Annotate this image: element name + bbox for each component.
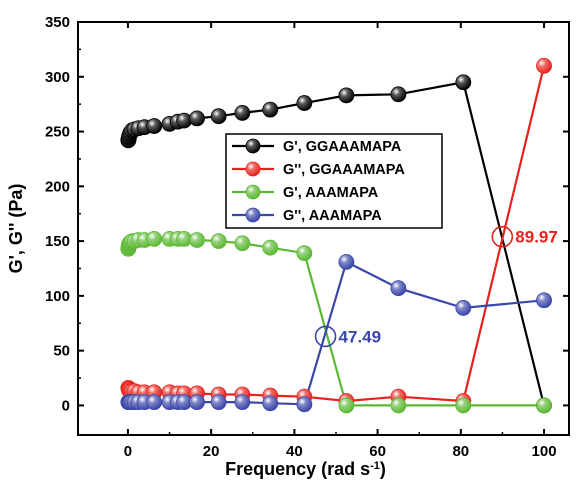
x-tick-label: 40 <box>286 443 303 460</box>
plot-frame <box>77 21 570 436</box>
x-axis-label: Frequency (rad s-1) <box>225 459 386 479</box>
data-point <box>210 108 227 125</box>
legend-label: G', GGAAAMAPA <box>283 139 402 155</box>
plot-border <box>77 21 570 436</box>
data-point <box>234 235 251 252</box>
crossover-circle <box>314 325 337 348</box>
data-point <box>210 233 227 249</box>
data-point <box>296 95 313 111</box>
data-point <box>176 112 193 129</box>
data-point <box>189 394 205 411</box>
data-point <box>210 394 227 411</box>
data-point <box>536 292 552 309</box>
y-axis-label: G', G'' (Pa) <box>6 184 26 274</box>
crossover-label: 47.49 <box>339 327 382 346</box>
legend-marker <box>245 184 261 200</box>
y-tick-label: 150 <box>45 233 70 250</box>
series-points <box>120 57 552 414</box>
data-point <box>536 57 552 74</box>
data-point <box>338 254 355 270</box>
crossover-circle <box>491 225 514 248</box>
annotations: 47.49 89.97 <box>314 225 558 348</box>
y-tick-label: 200 <box>45 178 70 195</box>
data-point <box>455 300 472 316</box>
legend-marker <box>245 138 261 154</box>
series-line <box>128 260 545 406</box>
x-tick-label: 20 <box>203 443 220 460</box>
y-tick-label: 0 <box>62 397 70 414</box>
y-tick-label: 350 <box>45 14 70 31</box>
data-point <box>262 101 279 118</box>
y-tick-label: 100 <box>45 288 70 305</box>
data-point <box>296 245 313 262</box>
legend-label: G', AAAMAPA <box>283 185 379 201</box>
axis-labels: Frequency (rad s-1) G', G'' (Pa) <box>6 184 386 479</box>
legend-label: G'', GGAAAMAPA <box>283 162 405 178</box>
data-point <box>234 394 251 411</box>
y-tick-label: 250 <box>45 124 70 141</box>
data-point <box>146 394 163 411</box>
data-point <box>338 397 355 414</box>
data-point <box>536 397 552 414</box>
data-point <box>390 86 407 103</box>
data-point <box>262 239 279 256</box>
x-tick-label: 100 <box>532 443 557 460</box>
y-tick-label: 50 <box>53 343 70 360</box>
data-point <box>189 232 205 248</box>
data-point <box>390 397 407 414</box>
data-point <box>262 395 279 412</box>
legend: G', GGAAAMAPA G'', GGAAAMAPA G', AAAMAPA G'… <box>225 133 443 229</box>
legend-box <box>225 133 443 229</box>
data-point <box>146 118 163 134</box>
legend-marker <box>245 161 261 177</box>
data-point <box>234 105 251 121</box>
data-point <box>296 396 313 413</box>
x-tick-label: 0 <box>124 443 132 460</box>
data-point <box>146 231 163 247</box>
data-point <box>455 397 472 414</box>
data-point <box>455 74 472 91</box>
legend-marker <box>245 207 261 223</box>
y-tick-label: 300 <box>45 69 70 86</box>
data-point <box>189 110 205 127</box>
data-point <box>338 87 355 104</box>
data-point <box>390 280 407 297</box>
x-tick-label: 60 <box>369 443 386 460</box>
x-tick-label: 80 <box>452 443 469 460</box>
legend-label: G'', AAAMAPA <box>283 208 382 224</box>
axis-ticks: 0 20 40 60 80 100 0 50 100 150 200 250 300 350 <box>45 14 569 460</box>
crossover-label: 89.97 <box>515 228 558 247</box>
